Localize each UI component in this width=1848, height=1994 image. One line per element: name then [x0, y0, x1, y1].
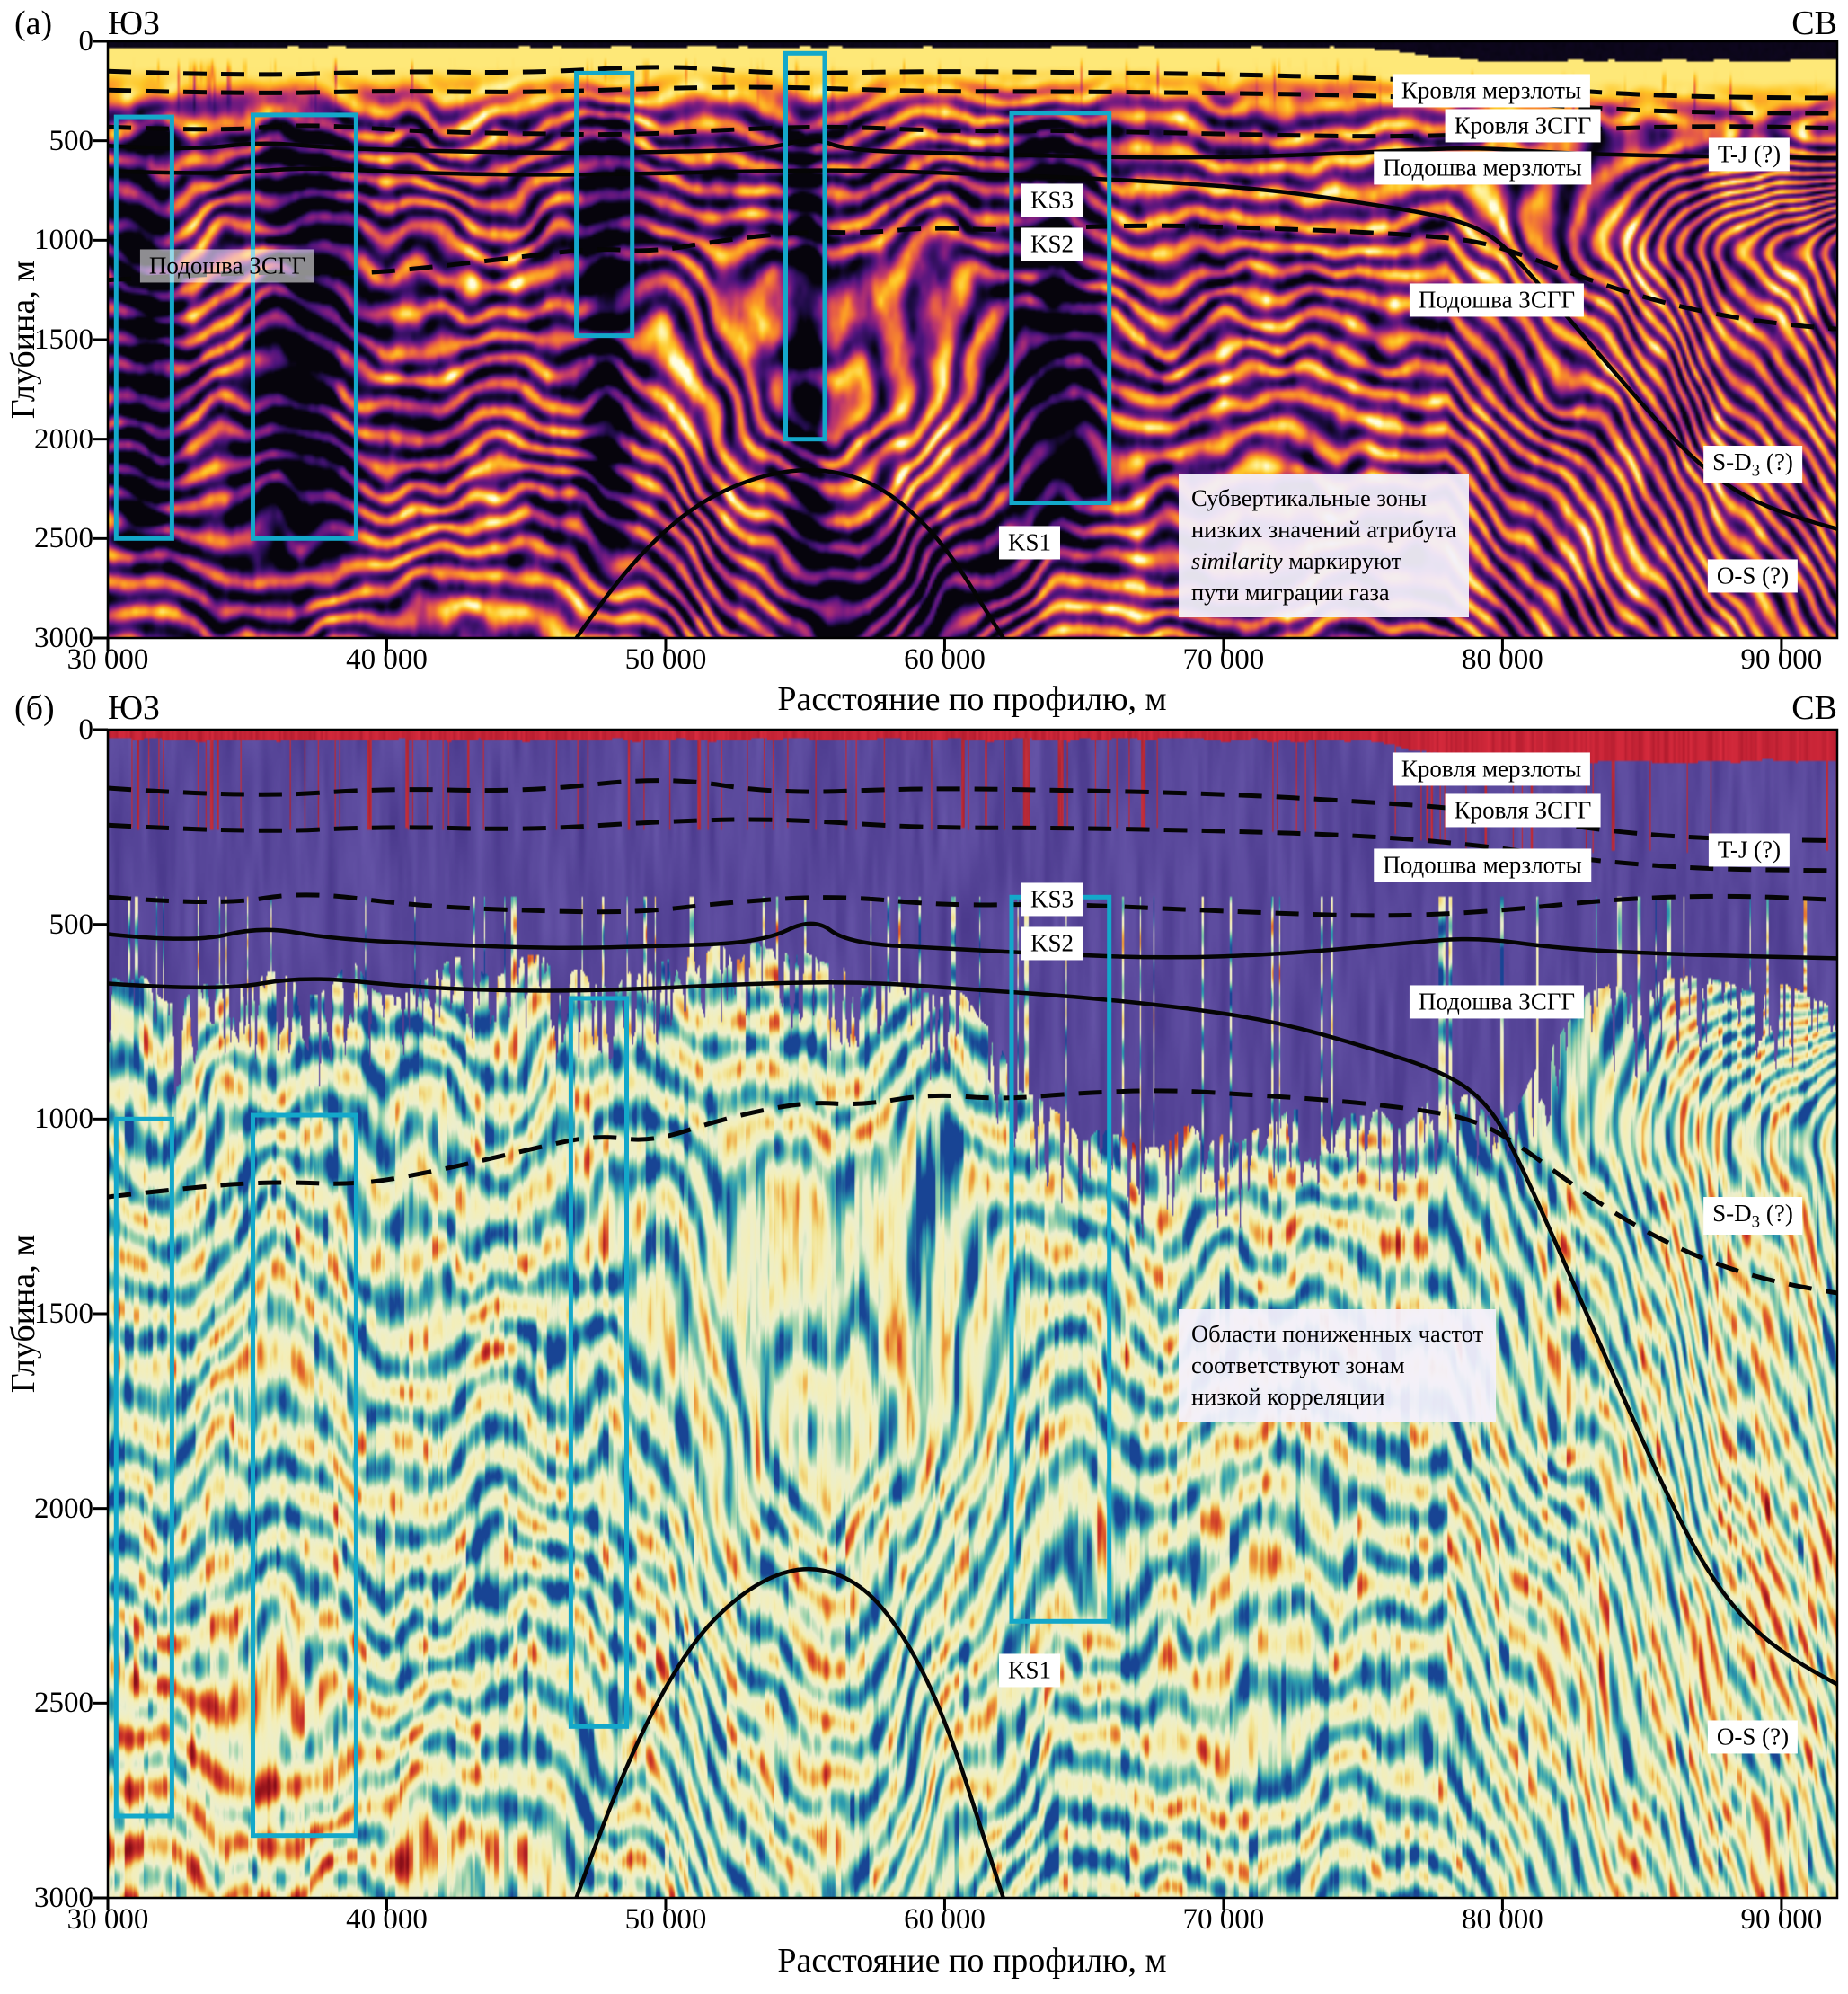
x-tick-label: 40 000 — [346, 1903, 428, 1936]
label-ks2-b: KS2 — [1021, 926, 1083, 961]
label-base-zsgg-right-a: Подошва ЗСГГ — [1409, 283, 1585, 317]
annotation-line: низкой корреляции — [1191, 1382, 1385, 1410]
label-unit-sd3-b: S-D3 (?) — [1703, 1197, 1802, 1235]
y-tick-label: 1000 — [34, 1103, 93, 1136]
annotation-gas-migration-paths: Субвертикальные зоны низких значений атр… — [1179, 474, 1470, 617]
x-tick-label: 90 000 — [1740, 1903, 1823, 1936]
label-base-permafrost-a: Подошва мерзлоты — [1374, 151, 1591, 185]
label-unit-sd3-a: S-D3 (?) — [1703, 446, 1802, 483]
annotation-line: Области пониженных частот — [1191, 1320, 1484, 1347]
x-tick-label: 50 000 — [624, 643, 707, 676]
label-base-zsgg-b: Подошва ЗСГГ — [1409, 985, 1585, 1019]
x-tick-label: 80 000 — [1462, 643, 1543, 676]
label-unit-os-b: O-S (?) — [1707, 1720, 1799, 1754]
y-tick-label: 500 — [49, 908, 94, 941]
label-ks3-b: KS3 — [1021, 882, 1083, 917]
y-tick-label: 0 — [78, 25, 94, 58]
panel-a-overlay — [93, 40, 1839, 651]
y-tick-label: 3000 — [34, 622, 93, 654]
x-tick-label: 30 000 — [66, 1903, 149, 1936]
y-tick-label: 500 — [49, 124, 94, 157]
panel-a-ne-label: СВ — [1791, 4, 1837, 42]
y-tick-label: 1500 — [34, 1298, 93, 1330]
panel-b-tag: (б) — [14, 689, 55, 727]
x-tick-label: 30 000 — [66, 643, 149, 676]
annotation-low-frequency-zones: Области пониженных частот соответствуют … — [1179, 1309, 1497, 1422]
label-unit-tj-a: T-J (?) — [1708, 137, 1791, 172]
x-tick-label: 60 000 — [904, 1903, 986, 1936]
label-ks1-b: KS1 — [998, 1653, 1061, 1688]
panel-a-x-axis-title: Расстояние по профилю, м — [777, 680, 1167, 718]
annotation-line: similarity маркируют — [1191, 546, 1402, 574]
x-tick-label: 70 000 — [1182, 1903, 1265, 1936]
label-top-zsgg-b: Кровля ЗСГГ — [1445, 793, 1601, 828]
panel-b-overlay — [93, 728, 1839, 1910]
y-tick-label: 1500 — [34, 323, 93, 356]
x-tick-label: 40 000 — [346, 643, 428, 676]
y-tick-label: 1000 — [34, 224, 93, 257]
annotation-line: низких значений атрибута — [1191, 515, 1457, 543]
annotation-line: соответствуют зонам — [1191, 1351, 1405, 1378]
label-ks2-a: KS2 — [1021, 227, 1083, 261]
panel-b-ne-label: СВ — [1791, 689, 1837, 727]
label-top-permafrost-a: Кровля мерзлоты — [1392, 74, 1591, 108]
label-ks1-a: KS1 — [998, 526, 1061, 560]
label-unit-tj-b: T-J (?) — [1708, 833, 1791, 867]
label-ks3-a: KS3 — [1021, 183, 1083, 217]
x-tick-label: 90 000 — [1740, 643, 1823, 676]
y-tick-label: 2500 — [34, 522, 93, 555]
x-tick-label: 70 000 — [1182, 643, 1265, 676]
label-base-permafrost-b: Подошва мерзлоты — [1374, 848, 1591, 882]
y-tick-label: 3000 — [34, 1882, 93, 1914]
y-tick-label: 0 — [78, 713, 94, 746]
label-base-zsgg-left-a: Подошва ЗСГГ — [139, 249, 315, 283]
y-tick-label: 2000 — [34, 1492, 93, 1525]
x-tick-label: 50 000 — [624, 1903, 707, 1936]
label-top-permafrost-b: Кровля мерзлоты — [1392, 752, 1591, 786]
panel-b-x-axis-title: Расстояние по профилю, м — [777, 1942, 1167, 1980]
y-tick-label: 2500 — [34, 1687, 93, 1720]
x-tick-label: 80 000 — [1462, 1903, 1543, 1936]
panel-a-tag: (а) — [14, 4, 53, 42]
panel-b-sw-label: ЮЗ — [108, 689, 161, 727]
y-tick-label: 2000 — [34, 422, 93, 456]
x-tick-label: 60 000 — [904, 643, 986, 676]
label-top-zsgg-a: Кровля ЗСГГ — [1445, 109, 1601, 143]
annotation-line: пути миграции газа — [1191, 578, 1390, 606]
panel-b-frequency-section-image — [108, 730, 1837, 1898]
annotation-line: Субвертикальные зоны — [1191, 484, 1427, 511]
label-unit-os-a: O-S (?) — [1707, 559, 1799, 593]
panel-a-sw-label: ЮЗ — [108, 4, 161, 42]
